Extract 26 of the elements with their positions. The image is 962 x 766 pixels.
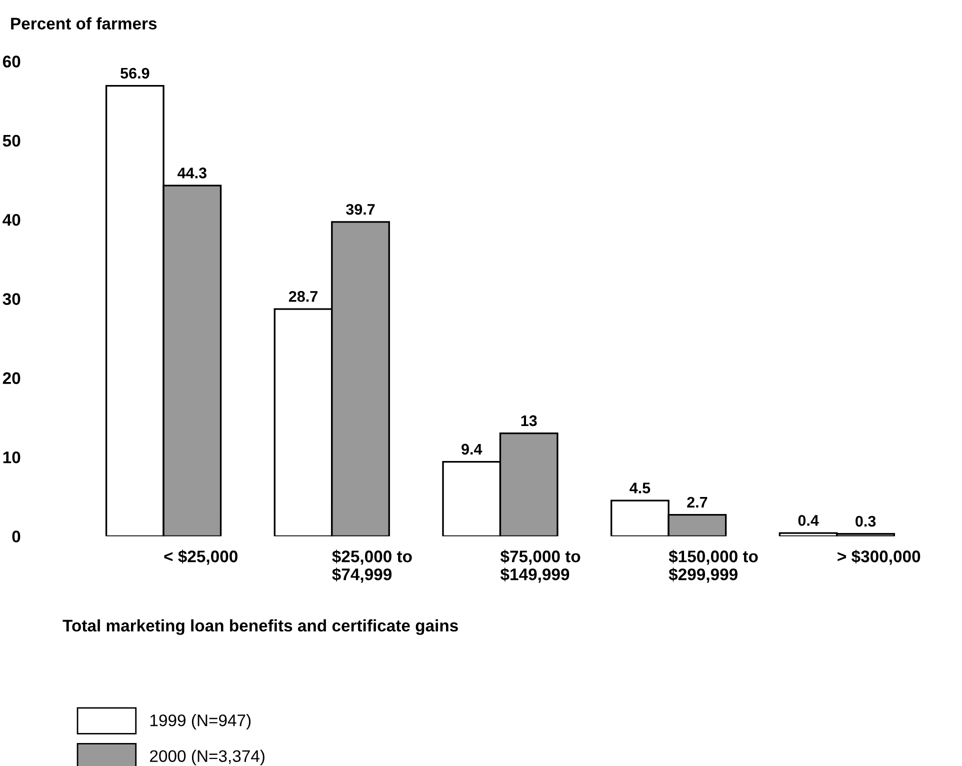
- y-tick-label: 50: [2, 134, 20, 147]
- data-label: 44.3: [178, 168, 206, 178]
- y-tick-label: 60: [2, 56, 20, 68]
- data-label: 2.7: [687, 496, 708, 508]
- y-axis-title: Percent of farmers: [11, 17, 157, 30]
- legend-label: 2000 (N=3,374): [150, 750, 264, 766]
- x-tick-label: < $25,000: [164, 550, 238, 565]
- x-tick-label: $75,000 to $149,999: [500, 550, 580, 583]
- data-label: 28.7: [288, 291, 318, 302]
- y-tick-label: 0: [12, 530, 20, 542]
- x-tick-label: $25,000 to $74,999: [332, 550, 412, 583]
- data-label: 9.4: [462, 444, 482, 455]
- data-label: 13: [521, 415, 537, 426]
- data-label: 0.3: [856, 516, 876, 527]
- x-axis-title: Total marketing loan benefits and certificate gains: [62, 619, 458, 635]
- y-tick-label: 40: [2, 214, 20, 226]
- data-label: 39.7: [346, 204, 375, 215]
- y-tick-label: 20: [2, 372, 20, 384]
- data-label: 4.5: [630, 482, 650, 494]
- y-tick-label: 10: [3, 451, 20, 464]
- data-label: 0.4: [798, 515, 819, 526]
- y-tick-label: 30: [2, 293, 20, 305]
- x-tick-label: > $300,000: [838, 550, 920, 565]
- data-label: 56.9: [120, 68, 150, 79]
- x-tick-label: $150,000 to $299,999: [668, 550, 758, 583]
- legend-label: 1999 (N=947): [150, 714, 251, 730]
